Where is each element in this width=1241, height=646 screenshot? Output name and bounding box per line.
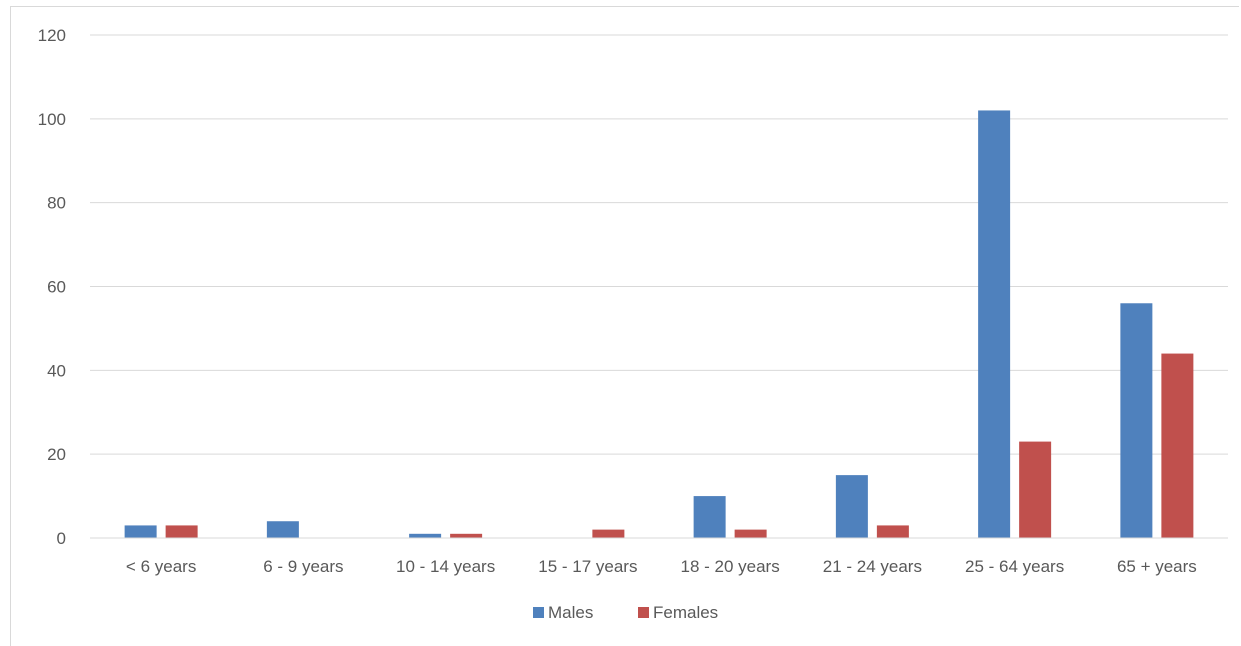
y-tick-label: 20 bbox=[47, 445, 66, 464]
gridlines bbox=[90, 34, 1228, 539]
bar-females-3 bbox=[592, 529, 625, 538]
x-tick-label: 6 - 9 years bbox=[263, 557, 343, 576]
bar-females-0 bbox=[165, 525, 198, 538]
bar-males-4 bbox=[693, 496, 726, 538]
chart-frame bbox=[10, 6, 1239, 646]
bar-males-5 bbox=[835, 475, 868, 538]
y-tick-label: 60 bbox=[47, 278, 66, 297]
y-axis: 0 20 40 60 80 100 120 bbox=[38, 26, 66, 548]
bars bbox=[124, 110, 1194, 538]
x-tick-label: 21 - 24 years bbox=[823, 557, 922, 576]
bar-males-7 bbox=[1120, 303, 1153, 538]
legend-swatch-females bbox=[638, 607, 649, 618]
x-tick-label: 18 - 20 years bbox=[681, 557, 780, 576]
legend-label-females: Females bbox=[653, 603, 718, 622]
y-tick-label: 0 bbox=[57, 529, 66, 548]
x-tick-label: 65 + years bbox=[1117, 557, 1197, 576]
bar-females-6 bbox=[1019, 441, 1052, 538]
x-axis: < 6 years 6 - 9 years 10 - 14 years 15 - 17… bbox=[90, 537, 1228, 576]
y-tick-label: 40 bbox=[47, 361, 66, 380]
bar-males-2 bbox=[409, 533, 442, 538]
x-tick-label: 25 - 64 years bbox=[965, 557, 1064, 576]
bar-females-2 bbox=[450, 533, 483, 538]
legend-swatch-males bbox=[533, 607, 544, 618]
bar-males-6 bbox=[978, 110, 1011, 538]
bar-females-7 bbox=[1161, 353, 1194, 538]
legend-label-males: Males bbox=[548, 603, 593, 622]
x-tick-label: 15 - 17 years bbox=[538, 557, 637, 576]
bar-males-0 bbox=[124, 525, 157, 538]
x-tick-label: 10 - 14 years bbox=[396, 557, 495, 576]
bar-males-1 bbox=[266, 521, 299, 538]
bar-females-4 bbox=[734, 529, 767, 538]
y-tick-label: 100 bbox=[38, 110, 66, 129]
bar-females-5 bbox=[876, 525, 909, 538]
y-tick-label: 80 bbox=[47, 194, 66, 213]
x-tick-label: < 6 years bbox=[126, 557, 196, 576]
y-tick-label: 120 bbox=[38, 26, 66, 45]
legend: Males Females bbox=[533, 603, 718, 622]
